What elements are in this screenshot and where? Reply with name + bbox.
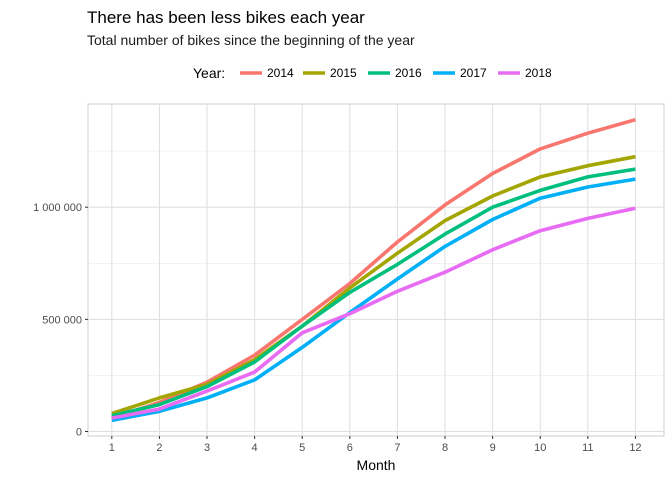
y-tick-label: 1 000 000 xyxy=(33,202,82,214)
y-tick-label: 500 000 xyxy=(42,314,82,326)
legend-label-2017: 2017 xyxy=(460,66,487,80)
x-tick-label: 3 xyxy=(204,442,210,454)
x-tick-label: 7 xyxy=(394,442,400,454)
y-axis-ticks: 0 500 000 1 000 000 xyxy=(33,202,88,439)
chart-title: There has been less bikes each year xyxy=(87,8,365,27)
x-tick-label: 5 xyxy=(299,442,305,454)
x-tick-label: 1 xyxy=(109,442,115,454)
x-tick-label: 9 xyxy=(490,442,496,454)
series-line-2015 xyxy=(111,154,636,416)
legend-label-2014: 2014 xyxy=(267,66,294,80)
grid xyxy=(88,104,664,436)
series-line-2016 xyxy=(111,167,636,418)
x-tick-label: 12 xyxy=(629,442,641,454)
legend-title: Year: xyxy=(193,65,225,81)
y-tick-label: 0 xyxy=(76,427,82,439)
legend-label-2016: 2016 xyxy=(395,66,422,80)
x-tick-label: 2 xyxy=(156,442,162,454)
chart-subtitle: Total number of bikes since the beginnin… xyxy=(87,32,415,48)
legend-label-2015: 2015 xyxy=(330,66,357,80)
series-lines xyxy=(111,117,636,423)
x-axis-title: Month xyxy=(357,457,396,473)
x-tick-label: 8 xyxy=(442,442,448,454)
legend-label-2018: 2018 xyxy=(525,66,552,80)
x-tick-label: 4 xyxy=(252,442,258,454)
x-tick-label: 6 xyxy=(347,442,353,454)
legend: Year: 2014 2015 2016 2017 2018 xyxy=(193,65,552,81)
x-tick-label: 10 xyxy=(534,442,546,454)
x-tick-label: 11 xyxy=(582,442,593,454)
series-line-2018 xyxy=(111,206,636,420)
series-line-2017 xyxy=(111,177,636,423)
x-axis-ticks: 1 2 3 4 5 6 7 8 9 10 11 12 xyxy=(109,436,642,454)
